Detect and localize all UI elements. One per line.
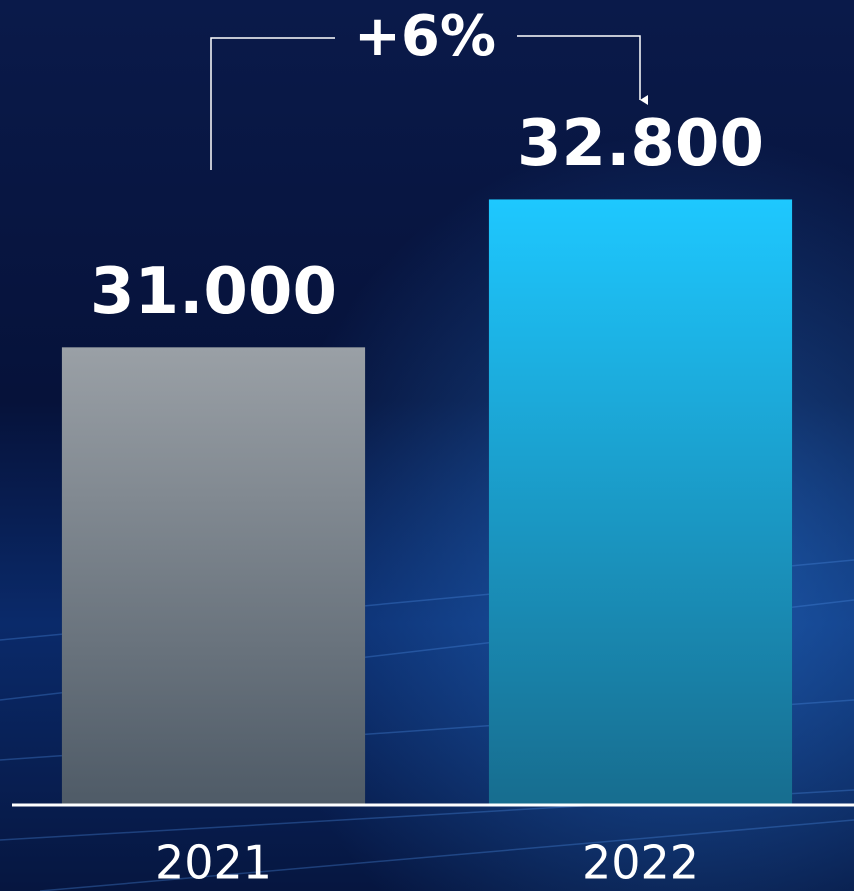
- bar: [61, 347, 366, 805]
- value-label: 31.000: [90, 255, 337, 329]
- annotation-arrow: [517, 35, 648, 105]
- value-label: 32.800: [517, 107, 764, 181]
- annotation-bracket: [210, 37, 335, 170]
- x-tick-label: 2022: [582, 836, 699, 890]
- annotation: +6%: [354, 4, 496, 69]
- x-tick-label: 2021: [155, 836, 272, 890]
- bar: [488, 199, 793, 805]
